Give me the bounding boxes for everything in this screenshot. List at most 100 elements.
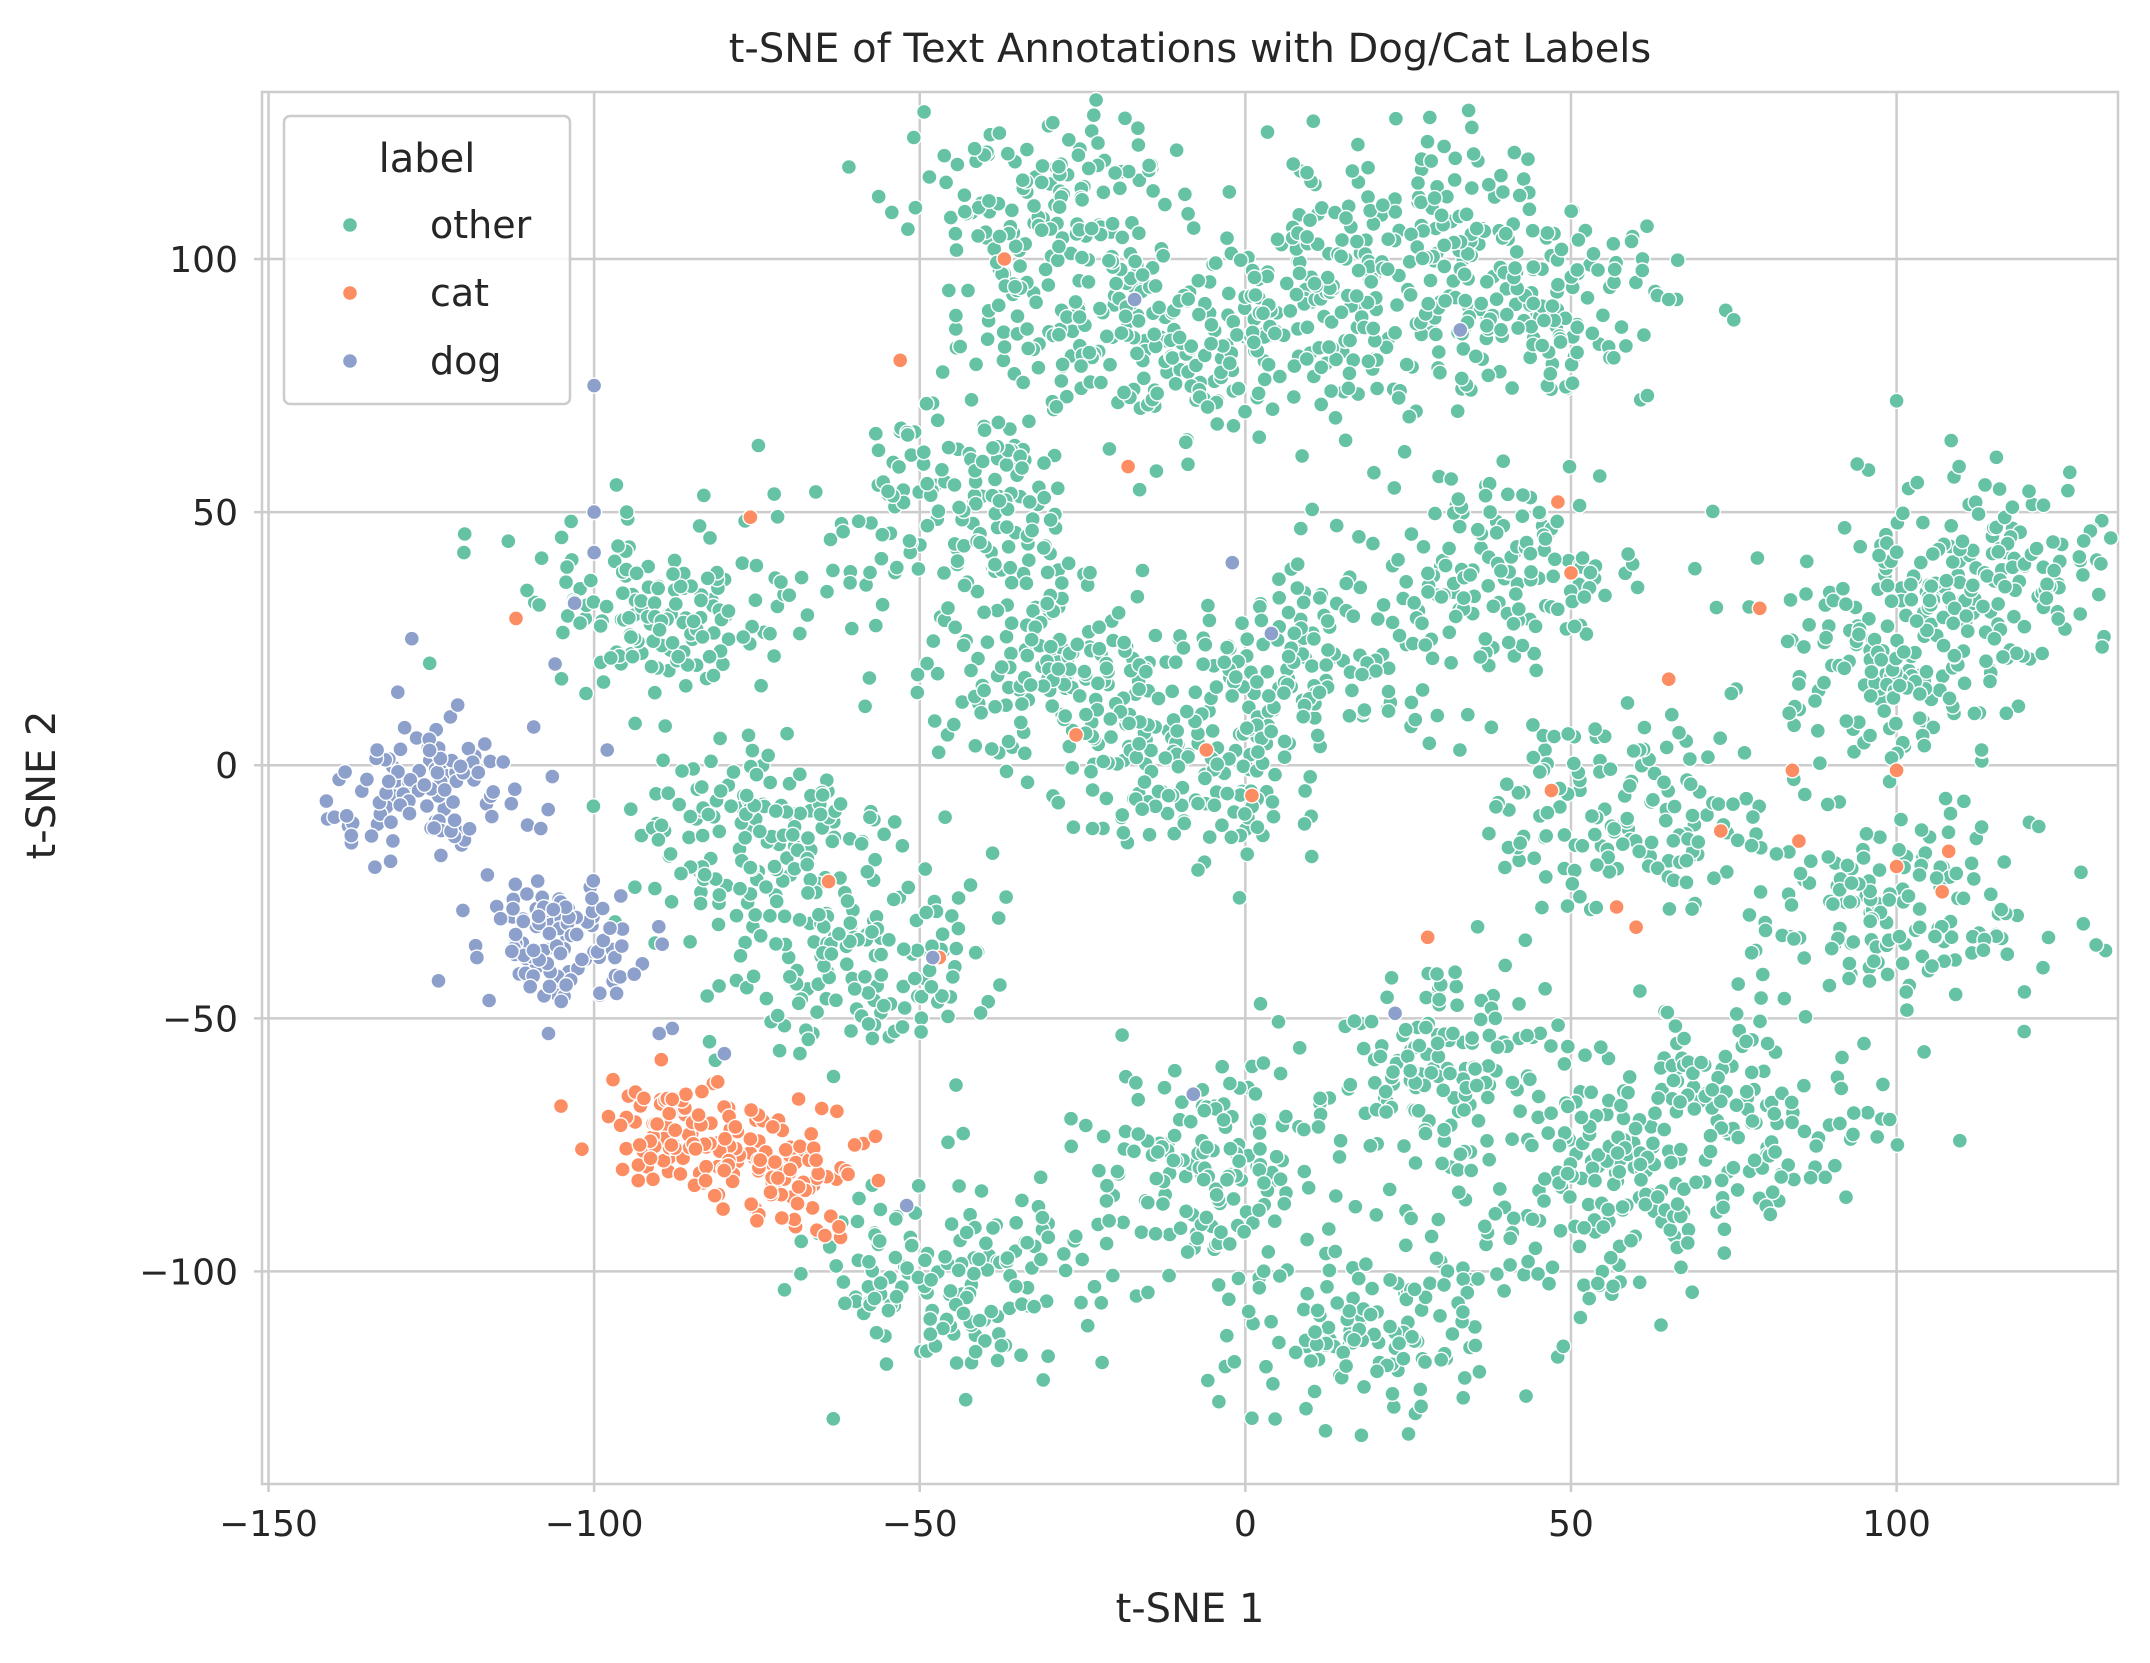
dog-point [384, 832, 402, 850]
cat-point [716, 1162, 733, 1179]
other-point [1179, 1243, 1196, 1261]
other-point [1346, 1012, 1363, 1030]
other-point [824, 833, 841, 850]
cat-point [816, 1227, 834, 1244]
dog-point [585, 544, 603, 561]
other-point [1505, 1210, 1522, 1227]
dog-point [449, 696, 466, 714]
other-point [2093, 638, 2111, 656]
other-point [1865, 953, 1883, 970]
other-point [1305, 112, 1322, 130]
other-point [1643, 834, 1660, 851]
other-point [1178, 703, 1196, 720]
other-point [1605, 349, 1623, 366]
other-point [1431, 364, 1449, 381]
other-point [1561, 1188, 1579, 1206]
other-point [1982, 886, 2000, 903]
other-point [979, 634, 996, 651]
other-point [1297, 1400, 1315, 1417]
other-point [1095, 753, 1112, 770]
other-point [1705, 870, 1723, 887]
other-point [839, 892, 856, 910]
other-point [1430, 343, 1448, 361]
other-point [731, 880, 749, 897]
other-point [1704, 503, 1722, 520]
other-point [1100, 1212, 1118, 1230]
other-point [614, 585, 631, 602]
other-point [936, 1248, 954, 1266]
other-point [1871, 861, 1888, 879]
other-point [1499, 486, 1517, 503]
other-point [1483, 719, 1500, 736]
other-point [1236, 403, 1254, 420]
other-point [765, 647, 783, 665]
other-point [1280, 604, 1297, 621]
other-point [1990, 543, 2007, 560]
other-point [1077, 706, 1095, 723]
other-point [1407, 1154, 1424, 1172]
other-point [643, 658, 660, 675]
other-point [1437, 557, 1454, 574]
cat-point [697, 1158, 715, 1175]
other-point [1467, 348, 1485, 365]
other-point [1518, 1027, 1536, 1044]
other-point [1728, 1005, 1745, 1023]
other-point [701, 1033, 718, 1050]
other-point [1343, 682, 1361, 699]
other-point [1073, 191, 1091, 209]
other-point [863, 923, 881, 941]
other-point [781, 587, 798, 604]
other-point [1751, 1013, 1769, 1030]
other-point [1302, 1352, 1320, 1370]
y-tick-label: −50 [162, 999, 238, 1040]
other-point [1875, 702, 1893, 720]
other-point [1995, 853, 2013, 871]
other-point [651, 621, 668, 638]
other-point [1479, 577, 1497, 594]
other-point [1833, 1049, 1851, 1066]
other-point [1665, 832, 1682, 849]
other-point [979, 331, 996, 348]
other-point [1797, 1008, 1814, 1025]
other-point [947, 307, 965, 324]
other-point [2030, 818, 2048, 835]
cat-point [631, 1136, 648, 1154]
other-point [939, 1134, 957, 1151]
other-point [781, 968, 798, 985]
other-point [1527, 1240, 1544, 1257]
other-point [711, 886, 728, 904]
other-point [1655, 774, 1673, 791]
dog-point [368, 741, 386, 759]
other-point [1120, 715, 1138, 732]
other-point [1539, 804, 1556, 821]
other-point [1252, 995, 1269, 1012]
other-point [1295, 1301, 1313, 1318]
other-point [1926, 928, 1944, 945]
other-point [1098, 1177, 1116, 1194]
other-point [918, 655, 936, 672]
other-point [991, 228, 1008, 245]
other-point [1379, 261, 1396, 278]
other-point [1595, 1218, 1612, 1236]
other-point [1491, 1180, 1509, 1198]
cat-point [716, 1130, 734, 1148]
other-point [1433, 207, 1450, 224]
cat-point [813, 1100, 830, 1117]
other-point [582, 572, 599, 589]
other-point [1679, 1234, 1697, 1252]
other-point [1050, 326, 1068, 343]
cat-point [667, 1121, 684, 1139]
other-point [1185, 219, 1202, 237]
other-point [1377, 1083, 1394, 1100]
other-point [830, 925, 848, 942]
other-point [1951, 1132, 1969, 1149]
other-point [808, 1004, 826, 1021]
other-point [1238, 631, 1256, 648]
other-point [1576, 1046, 1594, 1064]
other-point [836, 1295, 854, 1312]
dog-point [382, 853, 399, 870]
other-point [971, 534, 989, 551]
other-point [1606, 261, 1623, 278]
other-point [671, 796, 688, 813]
dog-point [1185, 1085, 1202, 1103]
